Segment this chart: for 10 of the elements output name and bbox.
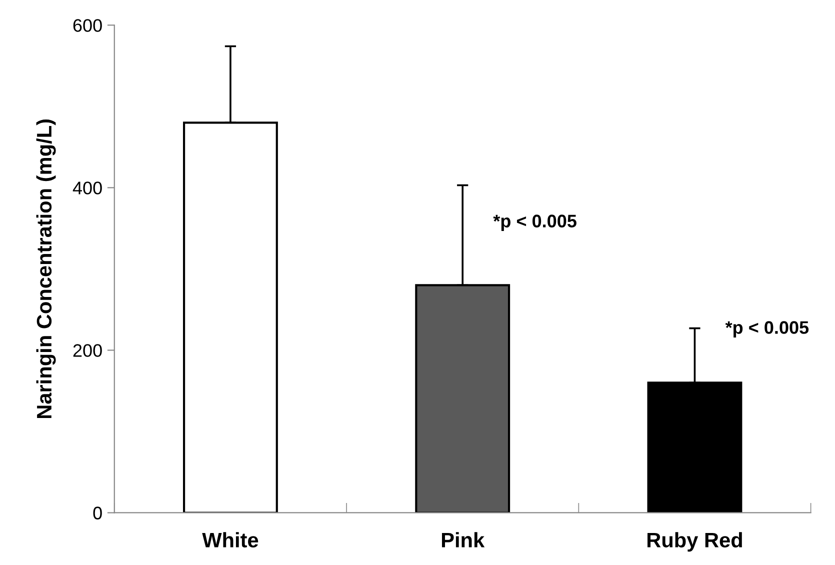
y-tick-label: 400: [72, 182, 102, 194]
y-tick-label: 600: [73, 19, 102, 32]
x-tick-label: White: [202, 532, 258, 548]
y-axis-title: Naringin Concentration (mg/L): [36, 120, 56, 418]
annotation: *p < 0.005: [725, 321, 809, 338]
x-tick-label: Pink: [442, 532, 485, 548]
x-tick-label: Ruby Red: [648, 532, 742, 552]
y-tick-label: 0: [93, 506, 102, 520]
annotation: *p < 0.005: [493, 214, 576, 232]
y-tick-label: 200: [73, 344, 102, 357]
